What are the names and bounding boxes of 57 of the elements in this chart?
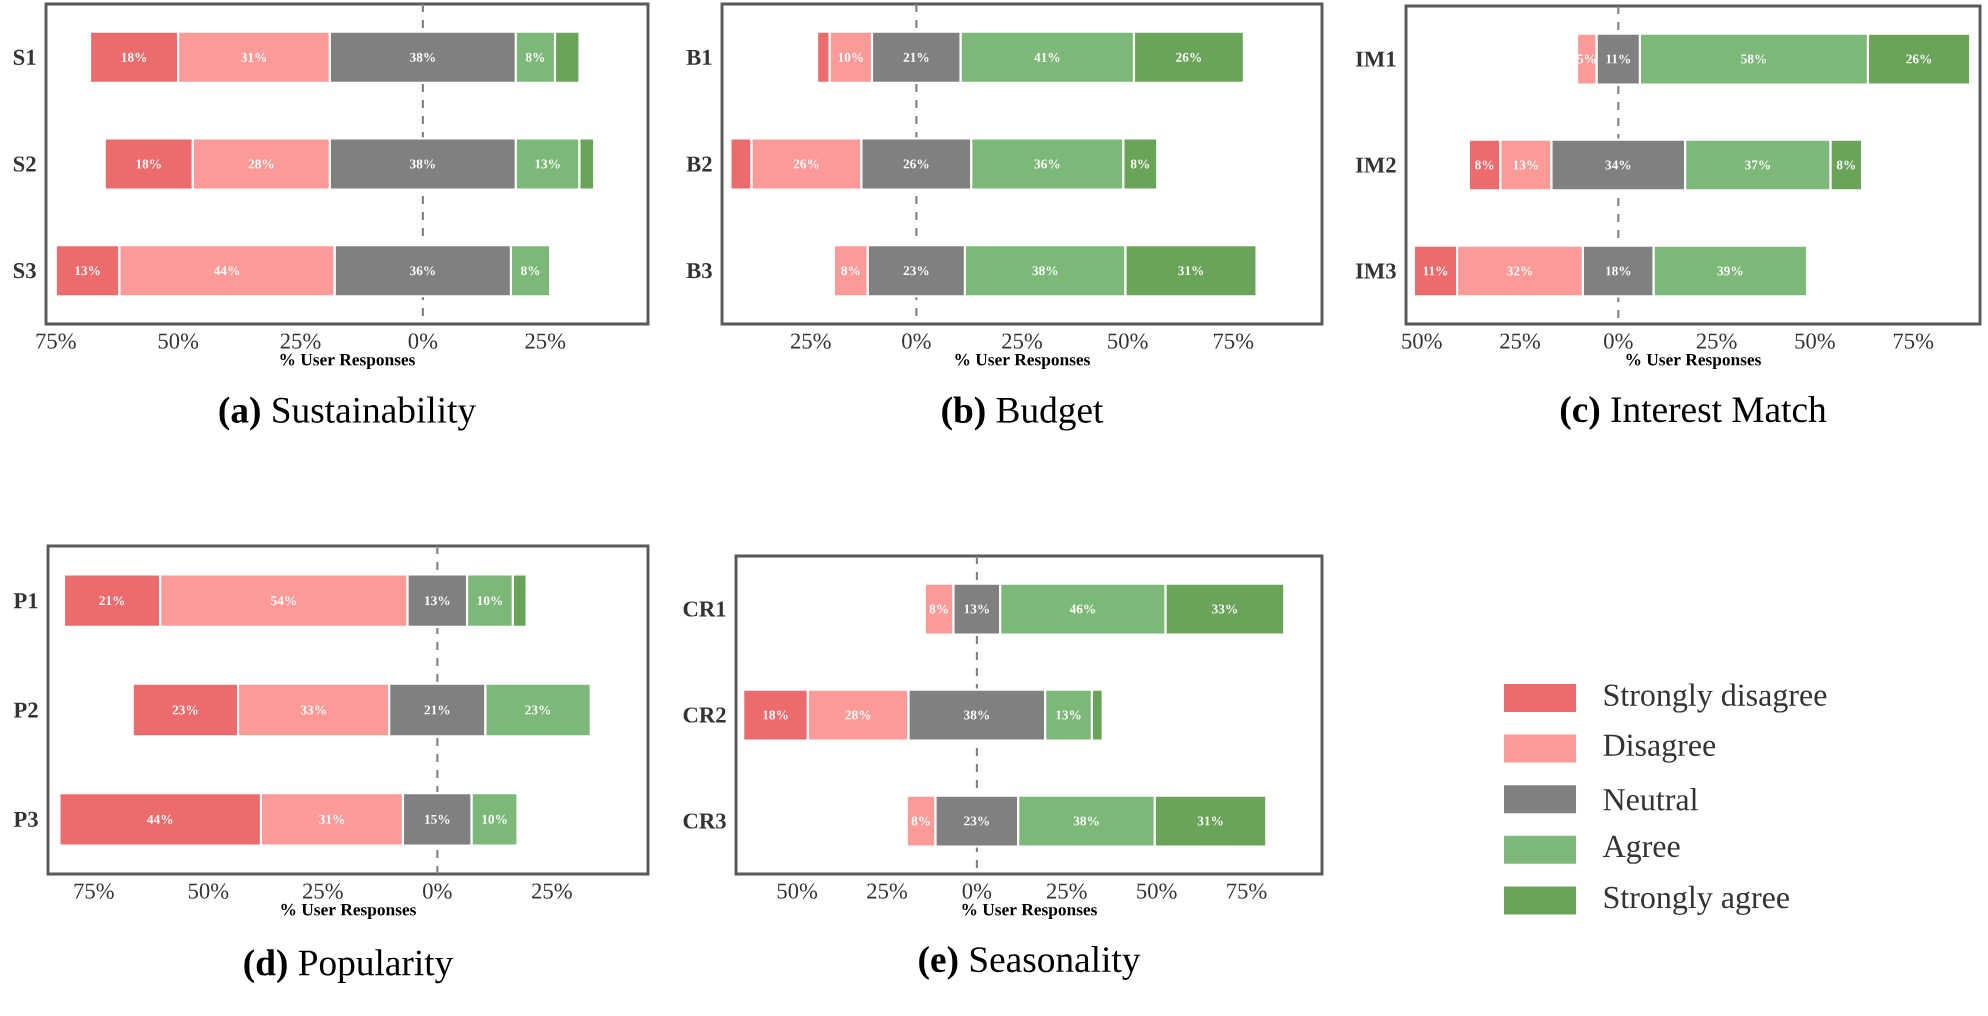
- y-tick-label: B2: [686, 156, 712, 172]
- x-tick-label: 0%: [1604, 333, 1633, 349]
- x-tick-label: 25%: [525, 333, 566, 349]
- text: (c) Interest Match: [1560, 395, 1827, 430]
- x-tick-label: 50%: [1108, 333, 1148, 349]
- x-tick-label: 25%: [790, 333, 831, 349]
- x-tick-label: 50%: [1402, 333, 1442, 349]
- y-tick-label: IM3: [1355, 263, 1396, 279]
- text: (d) Popularity: [244, 949, 454, 984]
- text: (b) Budget: [942, 396, 1104, 431]
- x-tick-label: 0%: [423, 883, 452, 899]
- y-tick-label: CR1: [683, 601, 726, 617]
- y-tick-label: P1: [13, 593, 38, 609]
- x-tick-label: 75%: [1227, 883, 1267, 899]
- x-tick-label: 25%: [1002, 333, 1043, 349]
- x-tick-label: 0%: [902, 333, 931, 349]
- legend-label: Agree: [1602, 835, 1680, 864]
- y-tick-label: S2: [13, 156, 36, 172]
- x-axis-title: % User Responses: [281, 903, 416, 919]
- legend-label: Strongly agree: [1604, 885, 1789, 915]
- legend-label: Strongly disagree: [1604, 683, 1827, 713]
- text: (e) Seasonality: [919, 945, 1141, 980]
- x-tick-label: 50%: [158, 333, 199, 349]
- y-tick-label: P3: [13, 811, 38, 827]
- x-tick-label: 25%: [867, 883, 908, 899]
- x-tick-label: 50%: [1795, 333, 1835, 349]
- x-tick-label: 75%: [36, 333, 76, 349]
- y-tick-label: CR2: [683, 707, 726, 723]
- x-axis-title: % User Responses: [1626, 353, 1761, 369]
- x-axis-title: % User Responses: [955, 353, 1090, 369]
- x-tick-label: 25%: [303, 883, 343, 899]
- x-tick-label: 0%: [962, 883, 992, 899]
- y-tick-label: IM1: [1355, 51, 1396, 67]
- y-tick-label: IM2: [1355, 157, 1396, 173]
- x-tick-label: 25%: [1696, 333, 1737, 349]
- text: (a) Sustainability: [219, 396, 476, 431]
- x-tick-label: 75%: [1214, 333, 1254, 349]
- legend-label: Neutral: [1603, 787, 1698, 811]
- y-tick-label: B1: [686, 49, 712, 65]
- x-tick-label: 50%: [777, 883, 818, 899]
- x-tick-label: 75%: [74, 883, 114, 899]
- x-axis-title: % User Responses: [280, 353, 415, 369]
- y-tick-label: S1: [13, 49, 36, 65]
- x-tick-label: 75%: [1893, 333, 1934, 349]
- y-tick-label: B3: [686, 263, 712, 279]
- legend-label: Disagree: [1603, 734, 1716, 763]
- y-tick-label: P2: [13, 702, 38, 718]
- x-tick-label: 25%: [1046, 883, 1087, 899]
- x-tick-label: 0%: [408, 333, 438, 349]
- x-tick-label: 25%: [532, 883, 572, 899]
- x-axis-title: % User Responses: [962, 903, 1097, 919]
- x-tick-label: 25%: [1500, 333, 1541, 349]
- y-tick-label: CR3: [683, 813, 726, 829]
- x-tick-label: 50%: [1137, 883, 1177, 899]
- x-tick-label: 25%: [280, 333, 321, 349]
- x-tick-label: 50%: [188, 883, 229, 899]
- y-tick-label: S3: [13, 263, 36, 279]
